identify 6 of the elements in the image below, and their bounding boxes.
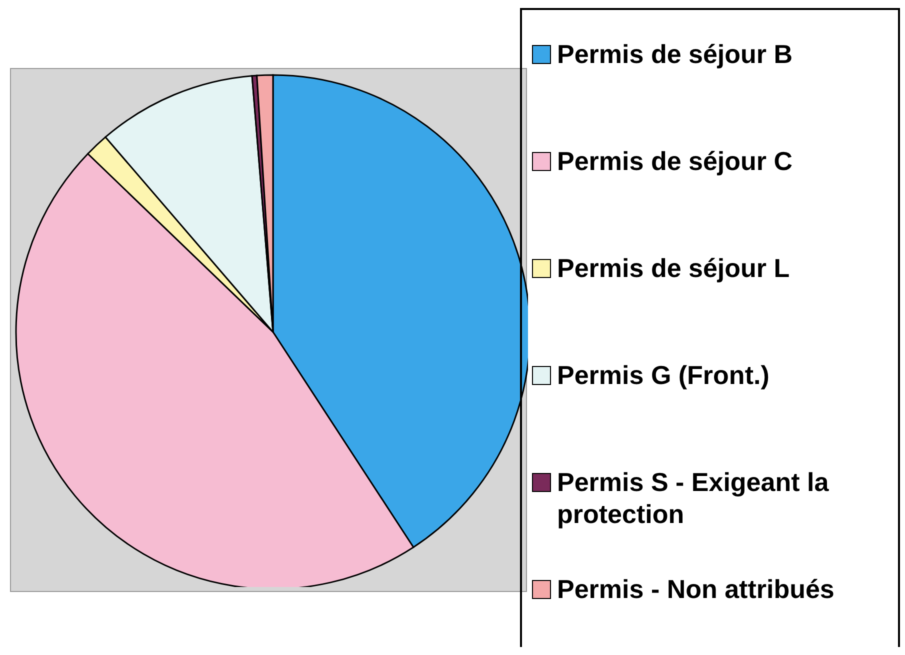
legend-label: Permis S - Exigeant la protection: [557, 466, 830, 530]
legend-label: Permis - Non attribués: [557, 573, 836, 605]
legend-label: Permis de séjour L: [557, 252, 791, 284]
legend-label: Permis G (Front.): [557, 359, 770, 391]
legend-label: Permis de séjour B: [557, 38, 794, 70]
legend-label: Permis de séjour C: [557, 145, 794, 177]
